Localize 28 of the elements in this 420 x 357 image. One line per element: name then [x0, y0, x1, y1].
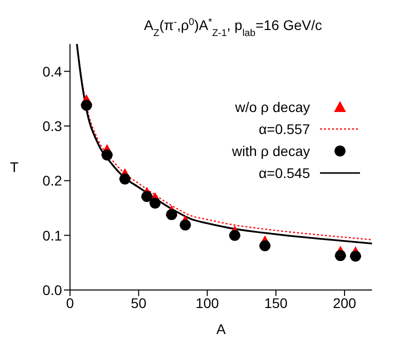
y-tick-label: 0.0 [42, 282, 62, 298]
point [350, 250, 362, 262]
point [150, 198, 161, 209]
x-tick-label: 100 [196, 294, 220, 311]
point [180, 219, 191, 230]
chart-title: A$_{Z}$(π$^{-}$,ρ$^{0}$)A$^{*}$$_{Z-1}$, p$_{lab}$=16 GeV/c [144, 16, 322, 38]
x-tick-label: 200 [332, 294, 356, 311]
point [334, 250, 346, 262]
point [166, 209, 178, 220]
x-tick-label: 0 [66, 294, 74, 311]
point [141, 191, 152, 202]
y-tick-label: 0.1 [42, 227, 62, 244]
point [259, 240, 270, 252]
legend-label: with ρ decay [232, 143, 310, 159]
y-axis-title: T [10, 158, 19, 175]
x-tick-label: 150 [264, 294, 288, 311]
point [102, 149, 113, 160]
legend-label: α=0.557 [258, 121, 310, 137]
legend-label: w/o ρ decay [235, 99, 310, 115]
y-tick-label: 0.2 [42, 172, 62, 189]
y-tick-label: 0.3 [42, 118, 62, 134]
x-axis-title: A [216, 321, 226, 337]
point [229, 230, 240, 241]
point [119, 174, 130, 185]
y-tick-label: 0.4 [42, 63, 62, 80]
point [80, 100, 92, 111]
x-tick-label: 50 [130, 294, 147, 311]
legend-label: α=0.545 [258, 165, 310, 181]
